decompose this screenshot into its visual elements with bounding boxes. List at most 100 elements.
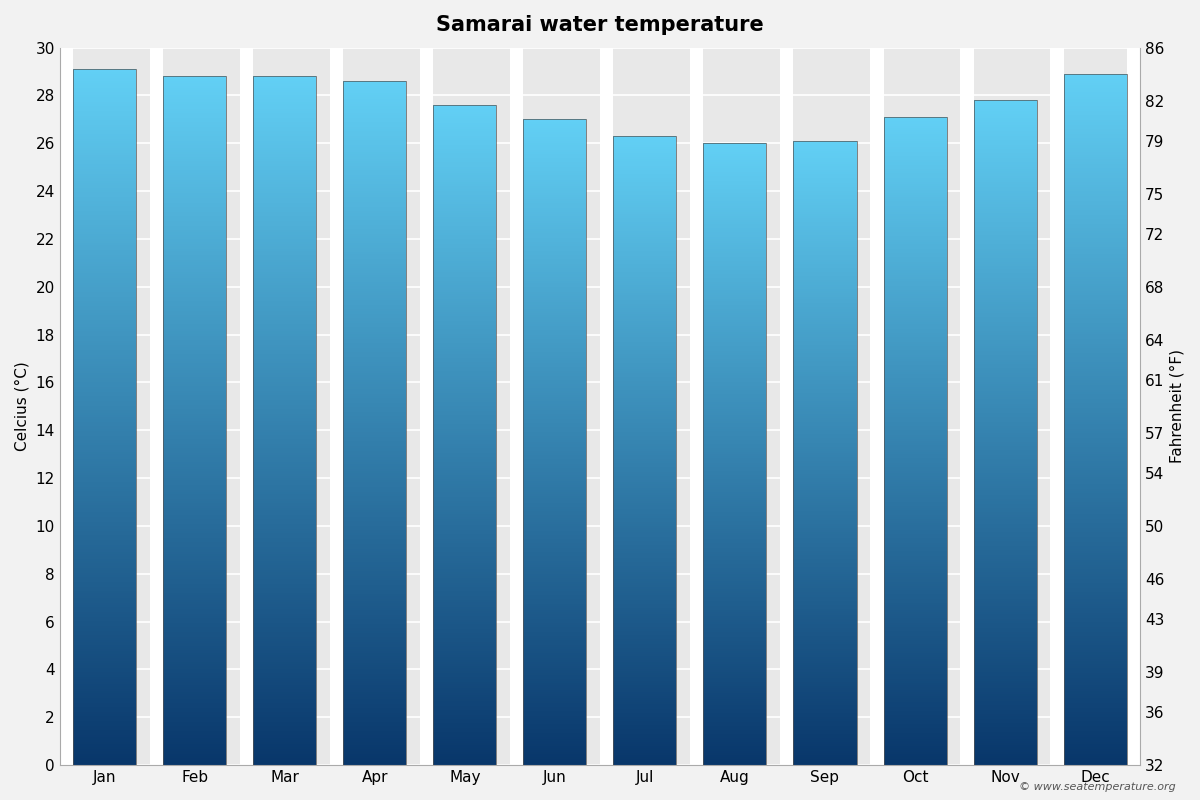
Bar	[433, 620, 497, 622]
Bar	[253, 191, 317, 194]
Bar	[883, 441, 947, 443]
Bar	[253, 674, 317, 675]
Bar	[613, 327, 677, 329]
Bar	[613, 717, 677, 719]
Bar	[703, 564, 767, 566]
Bar	[1063, 403, 1127, 406]
Bar	[433, 369, 497, 371]
Bar	[793, 734, 857, 736]
Bar	[793, 601, 857, 603]
Bar	[973, 338, 1037, 340]
Bar	[433, 741, 497, 743]
Bar	[343, 686, 407, 688]
Bar	[883, 221, 947, 223]
Bar	[1063, 618, 1127, 620]
Bar	[973, 186, 1037, 189]
Bar	[703, 684, 767, 686]
Bar	[973, 533, 1037, 534]
Bar	[1063, 94, 1127, 97]
Bar	[343, 370, 407, 373]
Bar	[883, 594, 947, 597]
Bar	[523, 599, 587, 602]
Bar	[973, 271, 1037, 273]
Bar	[1063, 583, 1127, 586]
Bar	[1063, 507, 1127, 510]
Bar	[883, 434, 947, 437]
Bar	[343, 268, 407, 270]
Bar	[883, 569, 947, 570]
Bar	[433, 629, 497, 631]
Bar	[343, 295, 407, 298]
Bar	[73, 227, 137, 230]
Bar	[613, 574, 677, 577]
Bar	[253, 669, 317, 671]
Bar	[343, 136, 407, 138]
Bar	[433, 538, 497, 541]
Bar	[613, 172, 677, 174]
Bar	[973, 552, 1037, 554]
Bar	[973, 151, 1037, 154]
Bar	[433, 474, 497, 477]
Bar	[793, 570, 857, 572]
Bar	[433, 606, 497, 609]
Bar	[163, 242, 227, 244]
Bar	[163, 625, 227, 627]
Bar	[73, 568, 137, 570]
Bar	[613, 446, 677, 449]
Bar	[73, 297, 137, 299]
Bar	[883, 450, 947, 452]
Bar	[343, 234, 407, 236]
Bar	[163, 186, 227, 189]
Bar	[523, 333, 587, 334]
Bar	[523, 393, 587, 395]
Bar	[883, 739, 947, 742]
Bar	[433, 279, 497, 281]
Bar	[523, 502, 587, 505]
Bar	[883, 378, 947, 381]
Bar	[973, 741, 1037, 743]
Bar	[163, 724, 227, 726]
Bar	[1063, 636, 1127, 638]
Bar	[613, 444, 677, 446]
Bar	[523, 511, 587, 514]
Bar	[433, 567, 497, 570]
Bar	[163, 111, 227, 113]
Bar	[973, 439, 1037, 442]
Bar	[523, 287, 587, 290]
Bar	[523, 664, 587, 666]
Bar	[163, 740, 227, 742]
Bar	[793, 607, 857, 609]
Bar	[973, 229, 1037, 231]
Bar	[703, 177, 767, 178]
Bar	[973, 322, 1037, 324]
Bar	[883, 458, 947, 461]
Bar	[883, 469, 947, 471]
Bar	[883, 482, 947, 484]
Bar	[973, 393, 1037, 395]
Bar	[433, 334, 497, 336]
Bar	[613, 665, 677, 666]
Bar	[973, 330, 1037, 333]
Bar	[1063, 131, 1127, 134]
Bar	[973, 723, 1037, 726]
Bar	[973, 690, 1037, 692]
Bar	[523, 165, 587, 166]
Bar	[613, 562, 677, 564]
Bar	[523, 397, 587, 399]
Bar	[73, 496, 137, 498]
Bar	[433, 257, 497, 259]
Bar	[253, 97, 317, 99]
Bar	[703, 471, 767, 473]
Bar	[613, 524, 677, 526]
Bar	[793, 518, 857, 520]
Bar	[703, 637, 767, 638]
Bar	[163, 246, 227, 249]
Bar	[1063, 597, 1127, 599]
Bar	[1063, 233, 1127, 235]
Bar	[433, 105, 497, 765]
Bar	[703, 734, 767, 736]
Bar	[613, 352, 677, 354]
Bar	[343, 576, 407, 578]
Bar	[163, 159, 227, 162]
Bar	[163, 233, 227, 234]
